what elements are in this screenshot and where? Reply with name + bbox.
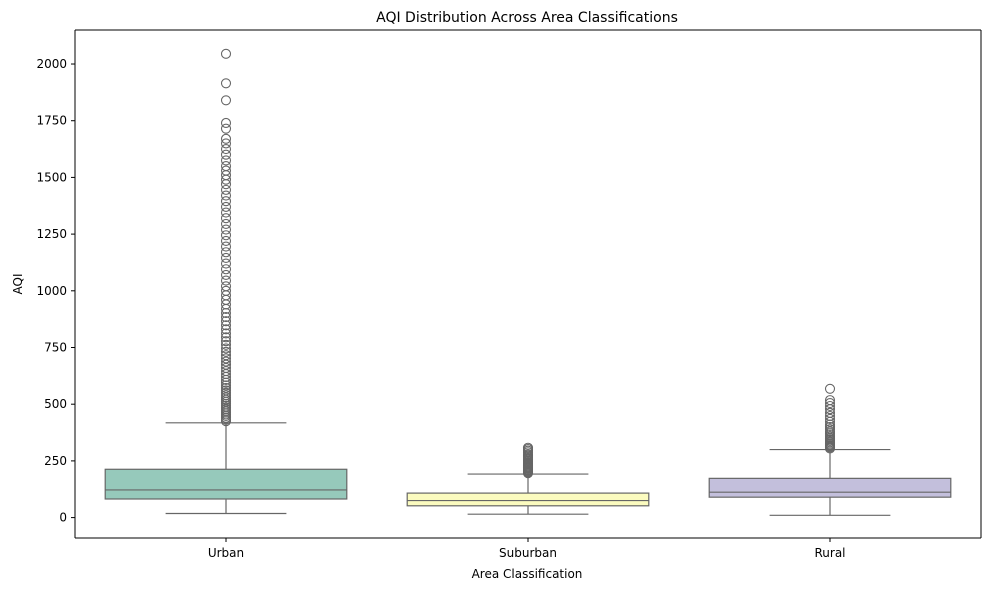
outlier-point	[220, 247, 232, 258]
outlier-point	[220, 201, 232, 212]
outlier-point	[220, 275, 232, 286]
outlier-point	[220, 316, 232, 327]
outlier-point	[220, 241, 232, 252]
outlier-point	[824, 407, 836, 418]
outlier-point	[220, 385, 232, 396]
outlier-point	[220, 343, 232, 354]
outlier-point	[220, 350, 232, 361]
outlier-point	[824, 398, 836, 409]
outlier-point	[220, 285, 232, 296]
x-axis-label: Area Classification	[472, 567, 583, 581]
x-tick-label: Urban	[208, 546, 244, 560]
outlier-point	[824, 413, 836, 424]
y-tick-label: 1500	[36, 170, 67, 184]
outlier-point	[220, 138, 232, 149]
y-tick-label: 500	[44, 397, 67, 411]
outlier-point	[220, 224, 232, 235]
outlier-point	[220, 95, 232, 106]
chart-title: AQI Distribution Across Area Classificat…	[376, 10, 678, 26]
box-rural	[708, 477, 952, 498]
outlier-point	[220, 281, 232, 292]
outlier-point	[220, 339, 232, 350]
outlier-point	[220, 196, 232, 207]
x-tick-label: Rural	[814, 546, 845, 560]
x-tick-label: Suburban	[499, 546, 557, 560]
outlier-point	[220, 336, 232, 347]
outlier-point	[220, 78, 232, 89]
outlier-point	[220, 328, 232, 339]
outlier-point	[220, 356, 232, 367]
box-urban	[104, 468, 348, 500]
outlier-point	[220, 123, 232, 134]
outlier-point	[220, 332, 232, 343]
outlier-point	[220, 230, 232, 241]
outlier-point	[220, 207, 232, 218]
outlier-point	[220, 324, 232, 335]
outlier-point	[220, 387, 232, 398]
outlier-point	[220, 252, 232, 263]
outlier-point	[220, 155, 232, 166]
outlier-point	[220, 269, 232, 280]
outlier-point	[522, 442, 534, 453]
outlier-point	[824, 383, 836, 394]
outlier-point	[220, 213, 232, 224]
outlier-point	[220, 235, 232, 246]
outlier-point	[220, 382, 232, 393]
outlier-point	[220, 320, 232, 331]
y-tick-label: 0	[59, 511, 67, 525]
y-axis-label: AQI	[11, 274, 25, 295]
outlier-point	[220, 312, 232, 323]
outlier-point	[220, 264, 232, 275]
outlier-point	[824, 395, 836, 406]
outlier-point	[220, 353, 232, 364]
outlier-point	[220, 117, 232, 129]
outlier-point	[220, 133, 232, 144]
y-tick-label: 1250	[36, 227, 67, 241]
outlier-point	[220, 48, 232, 59]
outlier-point	[220, 161, 232, 172]
y-tick-label: 750	[44, 341, 67, 355]
outlier-point	[220, 149, 232, 160]
outlier-point	[220, 184, 232, 195]
plot-area: 0 250 500 750 1000 1250 1500 1750 2000 Urban Subur…	[36, 29, 982, 560]
outlier-point	[220, 165, 232, 176]
outlier-point	[824, 400, 836, 412]
y-tick-label: 250	[44, 454, 67, 468]
y-tick-label: 1750	[36, 114, 67, 128]
outlier-point	[220, 346, 232, 357]
y-tick-label: 1000	[36, 284, 67, 298]
outlier-point	[220, 190, 232, 201]
outlier-point	[220, 144, 232, 155]
outlier-point	[220, 218, 232, 229]
box-suburban	[406, 492, 650, 507]
outlier-point	[220, 380, 232, 391]
outlier-point	[220, 258, 232, 269]
y-tick-label: 2000	[36, 57, 67, 71]
outlier-point	[824, 410, 836, 422]
